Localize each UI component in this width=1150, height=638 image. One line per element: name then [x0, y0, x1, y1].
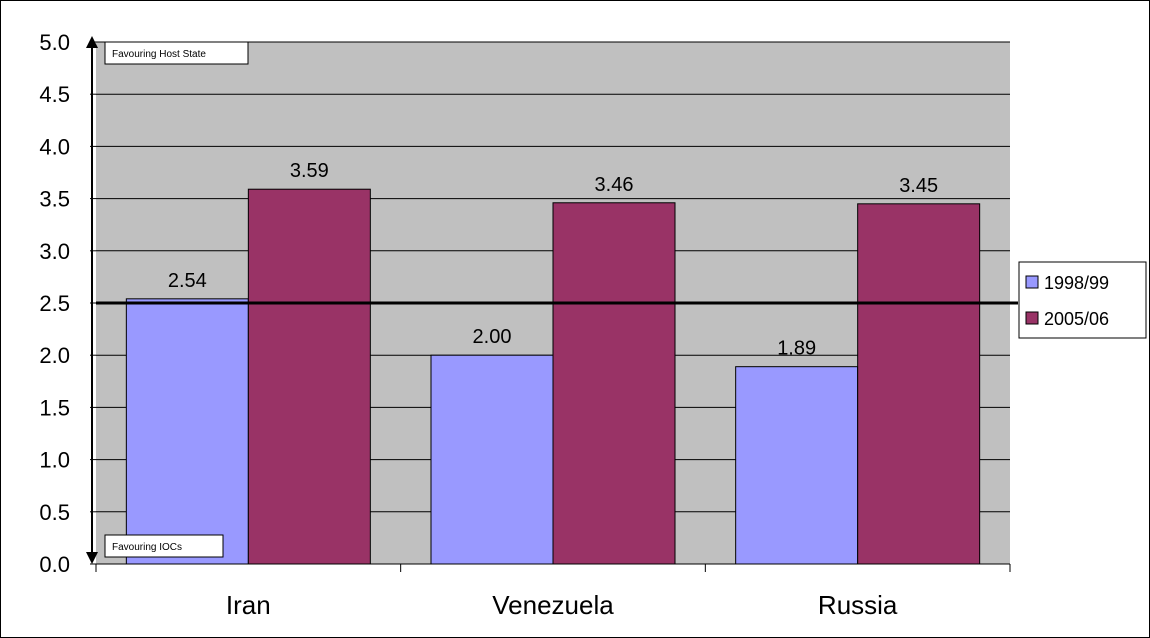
y-tick-label: 0.5	[39, 500, 70, 525]
y-tick-label: 5.0	[39, 30, 70, 55]
y-tick-labels: 0.0 0.5 1.0 1.5 2.0 2.5 3.0 3.5 4.0 4.5 5.0	[39, 30, 70, 577]
y-tick-label: 0.0	[39, 552, 70, 577]
data-label: 1.89	[777, 338, 816, 360]
y-tick-label: 3.0	[39, 239, 70, 264]
data-label: 3.59	[290, 160, 329, 182]
x-category-label: Russia	[818, 590, 898, 620]
y-tick-label: 3.5	[39, 187, 70, 212]
annotation-favouring-iocs: Favouring IOCs	[104, 534, 224, 558]
annotation-favouring-host-state: Favouring Host State	[104, 41, 249, 65]
y-tick-label: 2.0	[39, 343, 70, 368]
legend-swatch-2005-06	[1025, 311, 1039, 325]
bar-venezuela-1998-99	[430, 354, 554, 565]
data-label: 2.00	[473, 326, 512, 348]
y-tick-label: 4.0	[39, 134, 70, 159]
x-category-labels: Iran Venezuela Russia	[226, 590, 898, 620]
x-category-label: Venezuela	[492, 590, 614, 620]
bar-iran-1998-99	[125, 298, 249, 565]
vertical-arrow	[86, 36, 98, 564]
data-labels: 2.54 3.59 2.00 3.46 1.89 3.45	[168, 160, 938, 359]
y-tick-label: 1.5	[39, 395, 70, 420]
axes	[90, 41, 1011, 572]
arrow-down-icon	[86, 552, 98, 564]
data-label: 3.45	[899, 175, 938, 197]
data-label: 3.46	[595, 174, 634, 196]
y-tick-label: 1.0	[39, 448, 70, 473]
arrow-up-icon	[86, 36, 98, 48]
legend: 1998/99 2005/06	[1018, 261, 1147, 339]
legend-label-2005-06: 2005/06	[1044, 309, 1109, 329]
bar-iran-2005-06	[247, 188, 371, 565]
bar-russia-1998-99	[735, 366, 859, 565]
legend-label-1998-99: 1998/99	[1044, 273, 1109, 293]
bar-russia-2005-06	[857, 203, 981, 565]
x-category-label: Iran	[226, 590, 271, 620]
bars	[125, 188, 981, 565]
data-label: 2.54	[168, 270, 207, 292]
annotation-bottom-text: Favouring IOCs	[112, 542, 182, 553]
y-tick-label: 2.5	[39, 291, 70, 316]
annotation-top-text: Favouring Host State	[112, 49, 206, 60]
legend-swatch-1998-99	[1025, 275, 1039, 289]
y-tick-label: 4.5	[39, 82, 70, 107]
bar-venezuela-2005-06	[552, 202, 676, 565]
